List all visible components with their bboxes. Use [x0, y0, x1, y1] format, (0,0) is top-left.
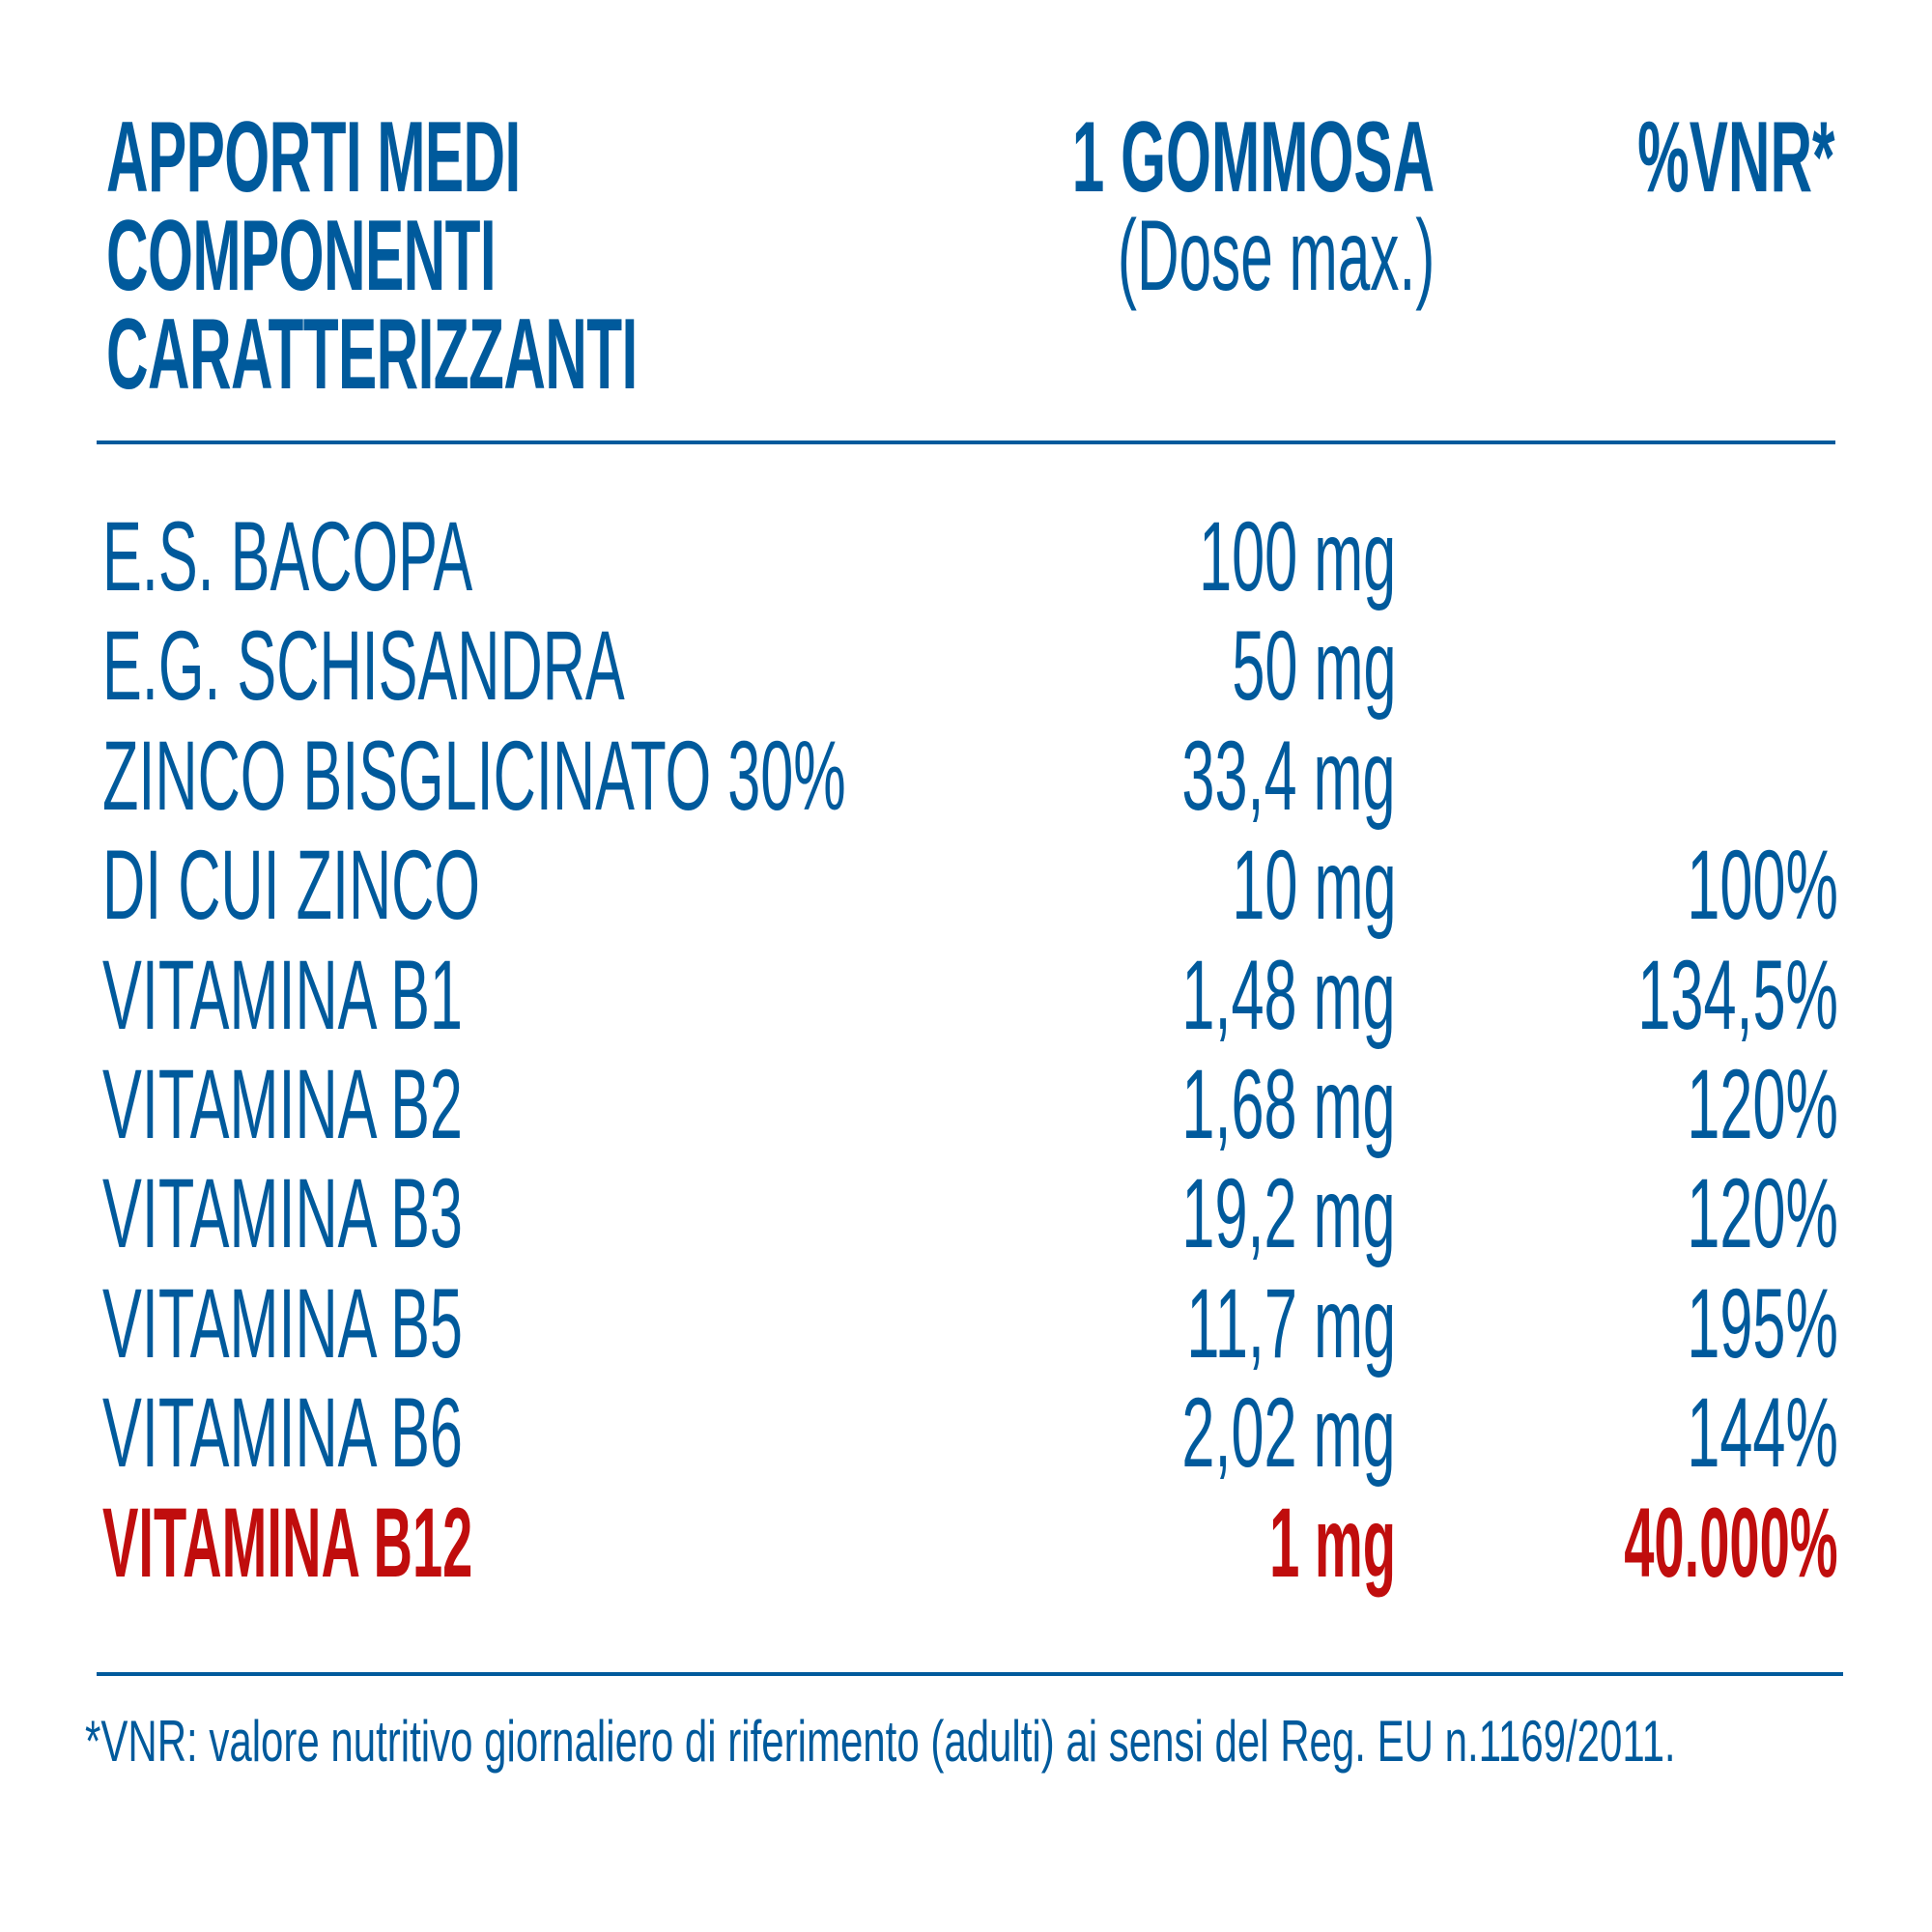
row-vnr: 195% — [1687, 1267, 1838, 1378]
header-components-label: APPORTI MEDI COMPONENTI CARATTERIZZANTI — [106, 101, 1022, 411]
row-vnr: 144% — [1687, 1378, 1838, 1489]
header-dose-title: 1 GOMMOSA — [1071, 101, 1435, 213]
row-vnr: 120% — [1687, 1048, 1838, 1159]
row-name: ZINCO BISGLICINATO 30% — [102, 720, 846, 831]
row-amount: 2,02 mg — [1181, 1378, 1396, 1489]
table-row: VITAMINA B1 1,48 mg 134,5% — [0, 939, 1932, 1056]
row-vnr: 134,5% — [1637, 939, 1838, 1050]
header-dose-subtitle: (Dose max.) — [1117, 200, 1435, 312]
row-name: E.S. BACOPA — [102, 501, 473, 611]
row-amount: 33,4 mg — [1181, 720, 1396, 831]
row-name: VITAMINA B6 — [102, 1378, 463, 1489]
table-row: VITAMINA B2 1,68 mg 120% — [0, 1048, 1932, 1165]
row-amount: 11,7 mg — [1186, 1267, 1396, 1378]
table-row-highlight: VITAMINA B12 1 mg 40.000% — [0, 1487, 1932, 1604]
header-dose-label: 1 GOMMOSA (Dose max.) — [810, 101, 1435, 312]
row-vnr: 40.000% — [1624, 1487, 1838, 1598]
footnote-text: *VNR: valore nutritivo giornaliero di ri… — [85, 1709, 1676, 1774]
row-name: DI CUI ZINCO — [102, 830, 480, 941]
row-vnr: 120% — [1687, 1158, 1838, 1269]
row-amount: 19,2 mg — [1181, 1158, 1396, 1269]
header-vnr-title: %VNR* — [1637, 101, 1835, 213]
row-name: E.G. SCHISANDRA — [102, 611, 625, 722]
row-amount: 10 mg — [1231, 830, 1396, 941]
row-name: VITAMINA B5 — [102, 1267, 463, 1378]
row-name: VITAMINA B2 — [102, 1048, 463, 1159]
row-vnr: 100% — [1687, 830, 1838, 941]
row-amount: 1,68 mg — [1181, 1048, 1396, 1159]
row-name: VITAMINA B3 — [102, 1158, 463, 1269]
row-amount: 1 mg — [1269, 1487, 1396, 1598]
row-amount: 50 mg — [1231, 611, 1396, 722]
row-name: VITAMINA B1 — [102, 939, 463, 1050]
table-row: VITAMINA B6 2,02 mg 144% — [0, 1378, 1932, 1493]
table-row: VITAMINA B5 11,7 mg 195% — [0, 1267, 1932, 1384]
table-row: E.G. SCHISANDRA 50 mg — [0, 611, 1932, 726]
footer-divider — [97, 1672, 1843, 1676]
table-body: E.S. BACOPA 100 mg E.G. SCHISANDRA 50 mg… — [0, 501, 1932, 1604]
header-components-line-1: APPORTI MEDI — [106, 101, 521, 213]
header-divider — [97, 440, 1835, 444]
table-row: E.S. BACOPA 100 mg — [0, 501, 1932, 617]
row-amount: 1,48 mg — [1181, 939, 1396, 1050]
row-name: VITAMINA B12 — [102, 1487, 473, 1598]
header-vnr-label: %VNR* — [1494, 101, 1835, 213]
table-row: VITAMINA B3 19,2 mg 120% — [0, 1158, 1932, 1274]
row-amount: 100 mg — [1198, 501, 1396, 611]
header-components-line-2: COMPONENTI — [106, 200, 497, 312]
footnote: *VNR: valore nutritivo giornaliero di ri… — [85, 1708, 1932, 1776]
header-components-line-3: CARATTERIZZANTI — [106, 298, 638, 411]
table-row: DI CUI ZINCO 10 mg 100% — [0, 830, 1932, 946]
table-row: ZINCO BISGLICINATO 30% 33,4 mg — [0, 720, 1932, 837]
